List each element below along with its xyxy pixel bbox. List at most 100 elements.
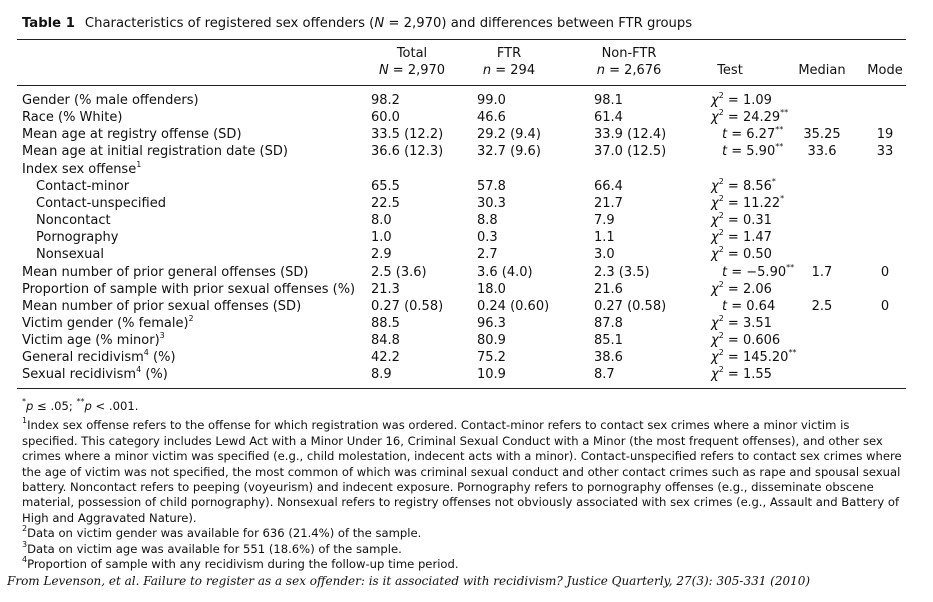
- row-label: Noncontact: [36, 213, 111, 229]
- cell-ftr: 46.6: [477, 110, 506, 126]
- row-label: General recidivism4 (%): [22, 348, 176, 366]
- row-label: Mean number of prior general offenses (S…: [22, 264, 309, 280]
- table-row: Victim age (% minor)3 84.8 80.9 85.1 χ2 = 0.…: [17, 332, 906, 349]
- cell-mode: 19: [876, 127, 894, 143]
- footnote-2: 2Data on victim gender was available for…: [22, 524, 422, 541]
- cell-nonftr: 61.4: [594, 110, 623, 126]
- col-header-total: Total N = 2,970: [378, 46, 446, 78]
- cell-mode: 0: [880, 264, 890, 280]
- cell-test: χ2 = 3.51: [711, 313, 772, 331]
- table-row: Mean age at registry offense (SD) 33.5 (1…: [17, 126, 906, 143]
- cell-ftr: 57.8: [477, 178, 506, 194]
- table-notes: *p ≤ .05; **p < .001. 1Index sex offense…: [22, 398, 907, 572]
- col-header-median: Median: [798, 63, 846, 78]
- cell-nonftr: 37.0 (12.5): [594, 144, 667, 160]
- cell-nonftr: 85.1: [594, 333, 623, 349]
- cell-test: χ2 = 0.31: [711, 211, 772, 229]
- row-label: Sexual recidivism4 (%): [22, 365, 168, 383]
- cell-total: 22.5: [371, 195, 400, 211]
- cell-nonftr: 1.1: [594, 230, 615, 246]
- cell-total: 0.27 (0.58): [371, 298, 444, 314]
- row-label: Victim gender (% female)2: [22, 313, 194, 331]
- col-header-nonftr: Non-FTR n = 2,676: [596, 46, 662, 78]
- header-rule: [17, 85, 906, 86]
- cell-median: 35.25: [803, 127, 841, 143]
- table-row: Sexual recidivism4 (%) 8.9 10.9 8.7 χ2 = 1.5…: [17, 366, 906, 383]
- cell-total: 88.5: [371, 315, 400, 331]
- cell-total: 1.0: [371, 230, 392, 246]
- cell-nonftr: 38.6: [594, 350, 623, 366]
- cell-total: 42.2: [371, 350, 400, 366]
- table-label: Table 1: [22, 16, 75, 31]
- cell-total: 98.2: [371, 93, 400, 108]
- cell-test: χ2 = 24.29**: [711, 108, 789, 126]
- cell-test: χ2 = 1.55: [711, 365, 772, 383]
- cell-total: 65.5: [371, 178, 400, 194]
- col-header-ftr: FTR n = 294: [482, 46, 536, 78]
- table-row: Mean age at initial registration date (S…: [17, 143, 906, 160]
- cell-mode: 0: [880, 298, 890, 314]
- cell-ftr: 80.9: [477, 333, 506, 349]
- source-citation: From Levenson, et al. Failure to registe…: [7, 574, 811, 588]
- top-rule: [17, 39, 906, 40]
- cell-total: 84.8: [371, 333, 400, 349]
- cell-total: 8.0: [371, 213, 392, 229]
- cell-total: 2.9: [371, 247, 392, 263]
- cell-total: 36.6 (12.3): [371, 144, 444, 160]
- col-header-test: Test: [717, 63, 743, 78]
- table-row: Mean number of prior general offenses (S…: [17, 262, 906, 281]
- row-label: Index sex offense1: [22, 159, 142, 177]
- cell-test: t = 0.64: [722, 298, 776, 314]
- cell-ftr: 18.0: [477, 281, 506, 297]
- table-row: Contact-unspecified 22.5 30.3 21.7 χ2 = 11.2…: [17, 193, 906, 212]
- cell-nonftr: 33.9 (12.4): [594, 127, 667, 143]
- cell-test: χ2 = 2.06: [711, 279, 772, 297]
- table-row: Noncontact 8.0 8.8 7.9 χ2 = 0.31: [17, 212, 906, 229]
- cell-ftr: 2.7: [477, 247, 498, 263]
- cell-test: t = −5.90**: [722, 262, 795, 280]
- cell-test: χ2 = 1.47: [711, 228, 772, 246]
- cell-nonftr: 87.8: [594, 315, 623, 331]
- cell-ftr: 10.9: [477, 367, 506, 383]
- footnote-4: 4Proportion of sample with any recidivis…: [22, 555, 459, 572]
- cell-median: 1.7: [811, 264, 833, 280]
- cell-total: 21.3: [371, 281, 400, 297]
- cell-nonftr: 0.27 (0.58): [594, 298, 667, 314]
- table-row: Pornography 1.0 0.3 1.1 χ2 = 1.47: [17, 229, 906, 246]
- cell-ftr: 29.2 (9.4): [477, 127, 541, 143]
- table-row: Proportion of sample with prior sexual o…: [17, 279, 906, 298]
- cell-test: χ2 = 0.50: [711, 245, 772, 263]
- bottom-rule: [17, 388, 906, 389]
- row-label: Pornography: [36, 230, 119, 246]
- cell-ftr: 3.6 (4.0): [477, 264, 533, 280]
- row-label: Race (% White): [22, 110, 123, 126]
- table-title: Table 1 Characteristics of registered sex…: [22, 16, 693, 31]
- cell-nonftr: 8.7: [594, 367, 615, 383]
- row-label: Mean age at registry offense (SD): [22, 127, 242, 143]
- cell-test: χ2 = 0.606: [711, 331, 781, 349]
- row-label: Mean age at initial registration date (S…: [22, 144, 288, 160]
- cell-ftr: 8.8: [477, 213, 498, 229]
- cell-ftr: 75.2: [477, 350, 506, 366]
- row-label: Proportion of sample with prior sexual o…: [22, 281, 356, 297]
- row-label: Mean number of prior sexual offenses (SD…: [22, 298, 302, 314]
- row-label: Contact-minor: [36, 178, 130, 194]
- row-label: Nonsexual: [36, 247, 104, 263]
- cell-ftr: 0.3: [477, 230, 498, 246]
- cell-median: 33.6: [807, 144, 837, 160]
- table-row: Gender (% male offenders) 98.2 99.0 98.1 χ2 …: [17, 92, 906, 109]
- cell-total: 33.5 (12.2): [371, 127, 444, 143]
- cell-ftr: 99.0: [477, 93, 506, 108]
- cell-median: 2.5: [811, 298, 833, 314]
- footnote-1: 1Index sex offense refers to the offense…: [22, 416, 902, 525]
- table-row: General recidivism4 (%) 42.2 75.2 38.6 χ2 = …: [17, 349, 906, 366]
- row-label: Gender (% male offenders): [22, 93, 199, 108]
- cell-test: χ2 = 11.22*: [711, 193, 785, 211]
- cell-total: 2.5 (3.6): [371, 264, 427, 280]
- cell-nonftr: 21.7: [594, 195, 623, 211]
- cell-test: t = 6.27**: [722, 125, 784, 143]
- cell-nonftr: 2.3 (3.5): [594, 264, 650, 280]
- cell-ftr: 0.24 (0.60): [477, 298, 550, 314]
- table-row: Mean number of prior sexual offenses (SD…: [17, 298, 906, 315]
- cell-nonftr: 21.6: [594, 281, 623, 297]
